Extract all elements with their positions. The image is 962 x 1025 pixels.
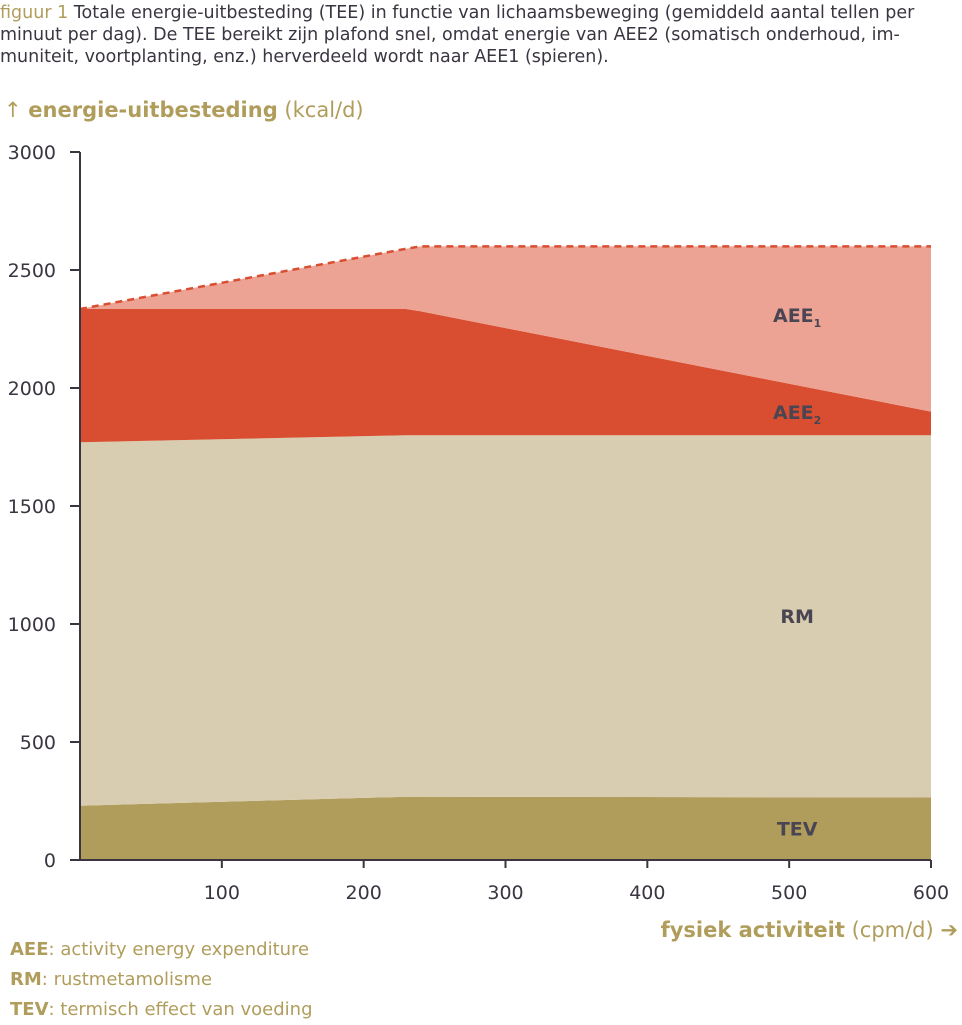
y-tick-label: 2000 <box>8 378 56 400</box>
caption-prefix: figuur 1 <box>0 3 69 23</box>
y-tick-label: 1000 <box>8 614 56 636</box>
area-label-subscript: 2 <box>814 414 822 427</box>
x-tick-label: 600 <box>913 882 949 904</box>
y-tick-label: 500 <box>20 732 56 754</box>
y-tick-label: 2500 <box>8 260 56 282</box>
abbreviation-legend: AEE: activity energy expenditure RM: rus… <box>10 935 313 1025</box>
x-axis-arrow: ➔ <box>940 918 958 942</box>
x-tick-label: 300 <box>487 882 523 904</box>
area-tev <box>80 796 931 860</box>
legend-key: TEV <box>10 999 49 1020</box>
caption-text: Totale energie-uitbesteding (TEE) in fun… <box>0 3 915 67</box>
y-axis-arrow: ↑ <box>4 98 22 122</box>
legend-text: : termisch effect van voeding <box>48 999 313 1020</box>
legend-item-rm: RM: rustmetamolisme <box>10 965 313 995</box>
legend-text: : activity energy expenditure <box>48 939 310 960</box>
area-rm <box>80 435 931 806</box>
area-aee1 <box>80 246 931 412</box>
legend-item-aee: AEE: activity energy expenditure <box>10 935 313 965</box>
y-tick-label: 3000 <box>8 142 56 164</box>
area-aee2 <box>80 308 931 443</box>
y-tick-label: 1500 <box>8 496 56 518</box>
area-label-aee1: AEE1 <box>773 305 821 330</box>
figure-caption: figuur 1 Totale energie-uitbesteding (TE… <box>0 2 962 68</box>
y-axis-label: energie-uitbesteding <box>28 98 278 122</box>
area-label-tev: TEV <box>777 819 818 841</box>
tee-dashed-line <box>79 245 931 311</box>
legend-text: : rustmetamolisme <box>41 969 213 990</box>
area-label-aee2: AEE2 <box>773 402 821 427</box>
x-tick-label: 200 <box>346 882 382 904</box>
area-label-rm: RM <box>780 606 814 628</box>
y-axis-title: ↑ energie-uitbesteding (kcal/d) <box>4 98 364 122</box>
y-tick-label: 0 <box>44 850 56 872</box>
x-axis-label: fysiek activiteit <box>660 918 845 942</box>
y-axis-unit: (kcal/d) <box>284 98 364 122</box>
x-axis-title: fysiek activiteit (cpm/d) ➔ <box>661 918 958 942</box>
x-tick-label: 100 <box>204 882 240 904</box>
x-tick-label: 400 <box>629 882 665 904</box>
x-axis-unit: (cpm/d) <box>851 918 934 942</box>
legend-item-tev: TEV: termisch effect van voeding <box>10 995 313 1025</box>
legend-key: AEE <box>10 939 49 960</box>
legend-key: RM <box>10 969 42 990</box>
area-label-subscript: 1 <box>814 317 822 330</box>
x-tick-label: 500 <box>771 882 807 904</box>
